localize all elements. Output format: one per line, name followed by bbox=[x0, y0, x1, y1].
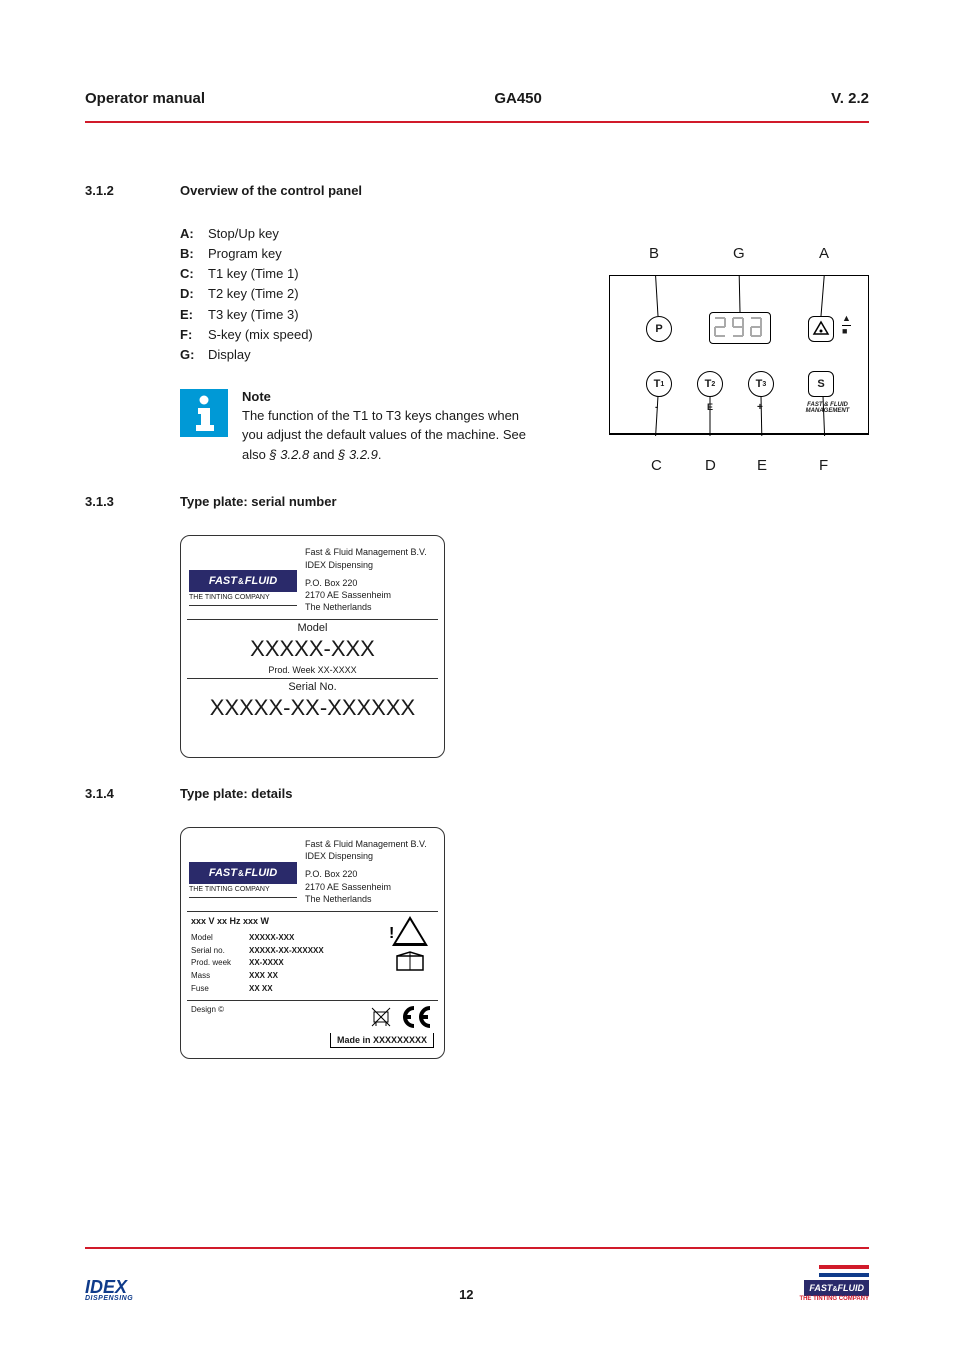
ff-logo: FAST&FLUID bbox=[189, 570, 297, 592]
addr-line: P.O. Box 220 bbox=[305, 868, 427, 880]
label-F: F bbox=[819, 457, 828, 474]
key-letter: B: bbox=[180, 244, 208, 264]
key-text: Program key bbox=[208, 244, 282, 264]
key-letter: A: bbox=[180, 224, 208, 244]
p-button: P bbox=[646, 316, 672, 342]
model-label: Model bbox=[187, 619, 438, 636]
label-G: G bbox=[733, 245, 745, 262]
t2-button: T2 bbox=[697, 371, 723, 397]
design-label: Design © bbox=[191, 1005, 224, 1048]
key-letter: D: bbox=[180, 284, 208, 304]
idex-logo: IDEX DISPENSING bbox=[85, 1279, 133, 1302]
note-text: The function of the T1 to T3 keys change… bbox=[242, 406, 542, 465]
header-rule bbox=[85, 121, 869, 123]
model-value: XXXXX-XXX bbox=[187, 636, 438, 664]
key-text: T2 key (Time 2) bbox=[208, 284, 299, 304]
label-C: C bbox=[651, 457, 662, 474]
section-num-313: 3.1.3 bbox=[85, 494, 180, 509]
det-val: XXXXX-XXX bbox=[249, 932, 294, 945]
addr-line: P.O. Box 220 bbox=[305, 577, 427, 589]
header-center: GA450 bbox=[494, 90, 542, 107]
key-text: T3 key (Time 3) bbox=[208, 305, 299, 325]
header-left: Operator manual bbox=[85, 90, 205, 107]
key-text: Stop/Up key bbox=[208, 224, 279, 244]
section-num-312: 3.1.2 bbox=[85, 183, 180, 198]
warning-icon: ! bbox=[392, 916, 428, 946]
electrical-spec: xxx V xx Hz xxx W bbox=[191, 916, 324, 926]
det-lbl: Mass bbox=[191, 970, 249, 983]
display bbox=[709, 312, 771, 344]
ce-icon bbox=[400, 1005, 434, 1029]
ff-footer-logo: FAST&FLUID THE TINTING COMPANY bbox=[799, 1265, 869, 1302]
plus-label: + bbox=[757, 402, 763, 413]
ff-logo-sub: THE TINTING COMPANY bbox=[189, 884, 297, 898]
key-text: T1 key (Time 1) bbox=[208, 264, 299, 284]
serial-label: Serial No. bbox=[187, 678, 438, 695]
det-val: XXX XX bbox=[249, 970, 278, 983]
addr-line: Fast & Fluid Management B.V. bbox=[305, 838, 427, 850]
det-lbl: Model bbox=[191, 932, 249, 945]
addr-line: 2170 AE Sassenheim bbox=[305, 881, 427, 893]
addr-line: The Netherlands bbox=[305, 601, 427, 613]
stopup-up-icon: ▲ bbox=[842, 313, 851, 323]
addr-line: Fast & Fluid Management B.V. bbox=[305, 546, 427, 558]
ff-logo: FAST&FLUID bbox=[189, 862, 297, 884]
serial-value: XXXXX-XX-XXXXXX bbox=[187, 695, 438, 723]
label-B: B bbox=[649, 245, 659, 262]
section-num-314: 3.1.4 bbox=[85, 786, 180, 801]
key-text: S-key (mix speed) bbox=[208, 325, 313, 345]
stopup-dn-icon: ■ bbox=[842, 326, 847, 336]
det-val: XX XX bbox=[249, 983, 273, 996]
minus-label: - bbox=[655, 402, 658, 413]
section-title-313: Type plate: serial number bbox=[180, 494, 337, 509]
key-letter: E: bbox=[180, 305, 208, 325]
det-lbl: Prod. week bbox=[191, 957, 249, 970]
weee-icon bbox=[370, 1006, 392, 1028]
ff-brand-tiny: FAST & FLUIDMANAGEMENT bbox=[800, 402, 855, 414]
addr-line: IDEX Dispensing bbox=[305, 559, 427, 571]
det-lbl: Serial no. bbox=[191, 945, 249, 958]
label-E: E bbox=[757, 457, 767, 474]
week-value: Prod. Week XX-XXXX bbox=[187, 664, 438, 678]
type-plate-serial: FAST&FLUID THE TINTING COMPANY Fast & Fl… bbox=[180, 535, 445, 758]
manual-icon bbox=[393, 950, 427, 972]
stopup-button bbox=[808, 316, 834, 342]
section-title-314: Type plate: details bbox=[180, 786, 292, 801]
addr-line: The Netherlands bbox=[305, 893, 427, 905]
addr-line: 2170 AE Sassenheim bbox=[305, 589, 427, 601]
page-number: 12 bbox=[459, 1287, 473, 1302]
s-button: S bbox=[808, 371, 834, 397]
ff-logo-sub: THE TINTING COMPANY bbox=[189, 592, 297, 606]
label-A: A bbox=[819, 245, 829, 262]
t3-button: T3 bbox=[748, 371, 774, 397]
key-text: Display bbox=[208, 345, 251, 365]
type-plate-details: FAST&FLUID THE TINTING COMPANY Fast & Fl… bbox=[180, 827, 445, 1059]
info-icon bbox=[180, 389, 228, 437]
addr-line: IDEX Dispensing bbox=[305, 850, 427, 862]
label-D: D bbox=[705, 457, 716, 474]
header-right: V. 2.2 bbox=[831, 90, 869, 107]
key-letter: G: bbox=[180, 345, 208, 365]
det-lbl: Fuse bbox=[191, 983, 249, 996]
footer-rule bbox=[85, 1247, 869, 1249]
det-val: XX-XXXX bbox=[249, 957, 284, 970]
control-panel-diagram: B G A P ▲ ■ T1 T2 bbox=[609, 245, 869, 473]
note-title: Note bbox=[242, 389, 542, 404]
e-label: E bbox=[707, 402, 713, 412]
det-val: XXXXX-XX-XXXXXX bbox=[249, 945, 324, 958]
key-letter: F: bbox=[180, 325, 208, 345]
t1-button: T1 bbox=[646, 371, 672, 397]
made-in: Made in XXXXXXXXX bbox=[330, 1033, 434, 1048]
section-title-312: Overview of the control panel bbox=[180, 183, 362, 198]
key-letter: C: bbox=[180, 264, 208, 284]
